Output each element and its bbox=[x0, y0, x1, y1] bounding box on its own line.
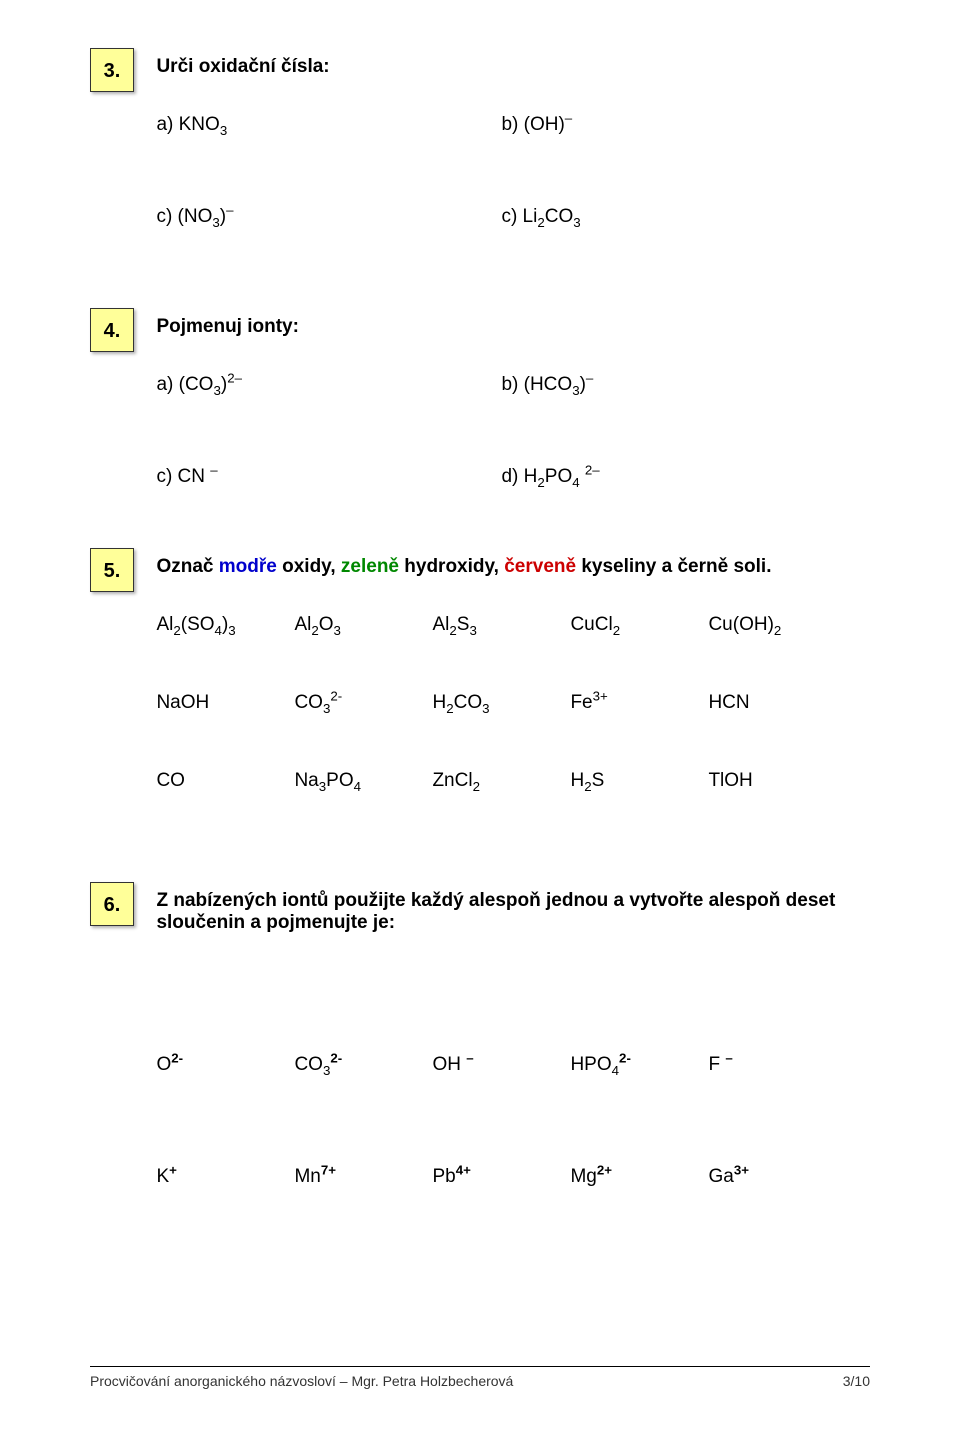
title-text: Označ bbox=[156, 556, 218, 577]
title-text: kyseliny a černě soli. bbox=[576, 556, 771, 577]
compound: Cu(OH)2 bbox=[708, 614, 846, 636]
compound: CO32- bbox=[294, 692, 432, 714]
title-text: hydroxidy, bbox=[399, 556, 504, 577]
compound: H2S bbox=[570, 770, 708, 792]
section-5: 5. Označ modře oxidy, zeleně hydroxidy, … bbox=[90, 548, 870, 822]
section-body: Z nabízených iontů použijte každý alespo… bbox=[156, 882, 846, 1188]
compound-row: NaOH CO32- H2CO3 Fe3+ HCN bbox=[156, 692, 846, 714]
section-number-box: 6. bbox=[90, 882, 134, 926]
ion: HPO42- bbox=[570, 1054, 708, 1076]
title-red: červeně bbox=[504, 556, 576, 577]
section-number-box: 3. bbox=[90, 48, 134, 92]
exercise-row: a) KNO3 b) (OH)– bbox=[156, 114, 846, 136]
compound: ZnCl2 bbox=[432, 770, 570, 792]
section-number-box: 4. bbox=[90, 308, 134, 352]
compound: H2CO3 bbox=[432, 692, 570, 714]
compound: CuCl2 bbox=[570, 614, 708, 636]
title-blue: modře bbox=[219, 556, 277, 577]
item-d: d) H2PO4 2– bbox=[501, 466, 846, 488]
section-4: 4. Pojmenuj ionty: a) (CO3)2– b) (HCO3)–… bbox=[90, 308, 870, 488]
ion: Pb4+ bbox=[432, 1166, 570, 1188]
compound: Na3PO4 bbox=[294, 770, 432, 792]
section-body: Označ modře oxidy, zeleně hydroxidy, čer… bbox=[156, 548, 846, 822]
title-text: oxidy, bbox=[277, 556, 341, 577]
section-3: 3. Urči oxidační čísla: a) KNO3 b) (OH)–… bbox=[90, 48, 870, 248]
section-6: 6. Z nabízených iontů použijte každý ale… bbox=[90, 882, 870, 1188]
compound: Fe3+ bbox=[570, 692, 708, 714]
item-b: b) (OH)– bbox=[501, 114, 846, 136]
title-green: zeleně bbox=[341, 556, 399, 577]
compound: HCN bbox=[708, 692, 846, 714]
exercise-row: c) (NO3)– c) Li2CO3 bbox=[156, 206, 846, 228]
ion: Ga3+ bbox=[708, 1166, 846, 1188]
compound: CO bbox=[156, 770, 294, 792]
page-footer: Procvičování anorganického názvosloví – … bbox=[90, 1366, 870, 1389]
compound-row: Al2(SO4)3 Al2O3 Al2S3 CuCl2 Cu(OH)2 bbox=[156, 614, 846, 636]
compound: Al2(SO4)3 bbox=[156, 614, 294, 636]
compound-row: CO Na3PO4 ZnCl2 H2S TlOH bbox=[156, 770, 846, 792]
ion: OH – bbox=[432, 1054, 570, 1076]
ion: CO32- bbox=[294, 1054, 432, 1076]
ion: Mg2+ bbox=[570, 1166, 708, 1188]
ion: O2- bbox=[156, 1054, 294, 1076]
item-a: a) (CO3)2– bbox=[156, 374, 501, 396]
compound: Al2S3 bbox=[432, 614, 570, 636]
section-title: Urči oxidační čísla: bbox=[156, 56, 846, 78]
section-title: Z nabízených iontů použijte každý alespo… bbox=[156, 890, 846, 934]
compound: NaOH bbox=[156, 692, 294, 714]
ion: K+ bbox=[156, 1166, 294, 1188]
compound: TlOH bbox=[708, 770, 846, 792]
item-c2: c) Li2CO3 bbox=[501, 206, 846, 228]
item-b: b) (HCO3)– bbox=[501, 374, 846, 396]
section-body: Pojmenuj ionty: a) (CO3)2– b) (HCO3)– c)… bbox=[156, 308, 846, 488]
ion-row: K+ Mn7+ Pb4+ Mg2+ Ga3+ bbox=[156, 1166, 846, 1188]
ion: Mn7+ bbox=[294, 1166, 432, 1188]
section-body: Urči oxidační čísla: a) KNO3 b) (OH)– c)… bbox=[156, 48, 846, 248]
item-a: a) KNO3 bbox=[156, 114, 501, 136]
compound: Al2O3 bbox=[294, 614, 432, 636]
ion-row: O2- CO32- OH – HPO42- F – bbox=[156, 1054, 846, 1076]
ion: F – bbox=[708, 1054, 846, 1076]
section-title: Pojmenuj ionty: bbox=[156, 316, 846, 338]
section-title: Označ modře oxidy, zeleně hydroxidy, čer… bbox=[156, 556, 846, 578]
footer-page-number: 3/10 bbox=[843, 1373, 870, 1389]
item-c1: c) (NO3)– bbox=[156, 206, 501, 228]
section-number-box: 5. bbox=[90, 548, 134, 592]
footer-left: Procvičování anorganického názvosloví – … bbox=[90, 1373, 513, 1389]
exercise-row: a) (CO3)2– b) (HCO3)– bbox=[156, 374, 846, 396]
exercise-row: c) CN – d) H2PO4 2– bbox=[156, 466, 846, 488]
item-c: c) CN – bbox=[156, 466, 501, 488]
